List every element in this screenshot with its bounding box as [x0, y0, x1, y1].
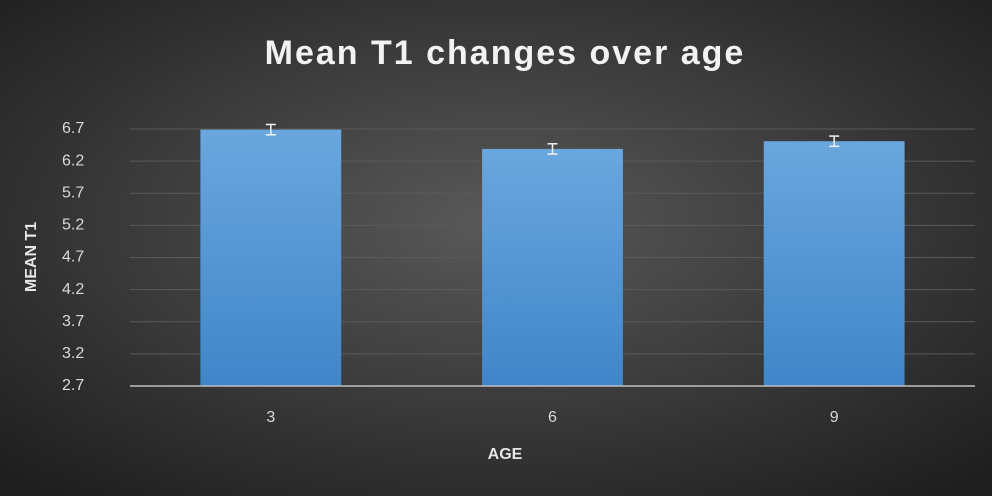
y-tick-label: 5.2 — [62, 217, 84, 234]
x-tick-label: 6 — [548, 409, 557, 426]
bar — [200, 129, 342, 386]
bar — [763, 141, 905, 386]
y-tick-label: 5.7 — [62, 184, 84, 201]
y-tick-label: 6.2 — [62, 152, 84, 169]
y-axis-title: MEAN T1 — [23, 222, 40, 292]
chart-title: Mean T1 changes over age — [265, 34, 746, 72]
y-tick-label: 3.2 — [62, 345, 84, 362]
bar — [482, 148, 623, 386]
y-tick-label: 2.7 — [62, 377, 84, 394]
x-axis-title: AGE — [488, 446, 523, 463]
x-tick-label: 3 — [266, 409, 275, 426]
y-tick-label: 4.7 — [62, 249, 84, 266]
x-tick-label: 9 — [830, 409, 839, 426]
y-tick-label: 6.7 — [62, 120, 84, 137]
y-tick-label: 4.2 — [62, 281, 84, 298]
y-tick-label: 3.7 — [62, 313, 84, 330]
